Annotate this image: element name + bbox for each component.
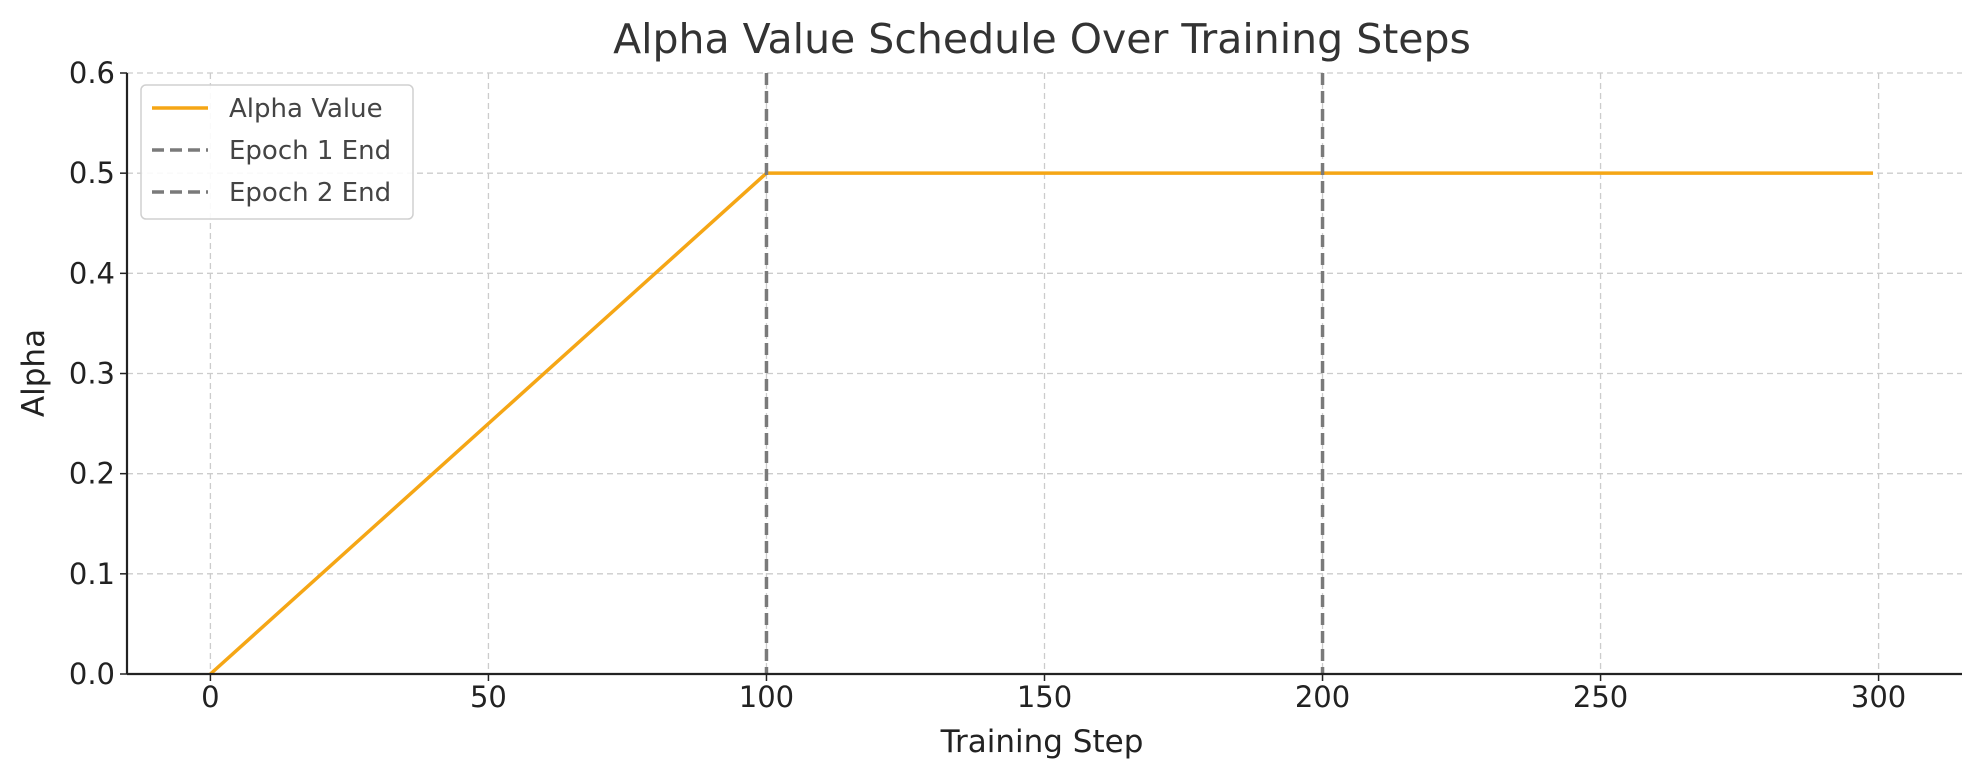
x-tick-label: 300	[1851, 680, 1906, 714]
y-tick-label: 0.2	[69, 457, 115, 491]
y-tick-label: 0.6	[69, 56, 115, 90]
y-tick-label: 0.5	[69, 156, 115, 190]
y-tick-label: 0.4	[69, 256, 115, 290]
series-line-alpha-value	[209, 171, 1874, 676]
legend-label-alpha-value: Alpha Value	[229, 94, 383, 124]
y-tick-label: 0.3	[69, 357, 115, 391]
x-tick-label: 250	[1573, 680, 1628, 714]
x-tick-label: 0	[201, 680, 219, 714]
y-tick-label: 0.1	[69, 557, 115, 591]
x-tick-label: 200	[1295, 680, 1350, 714]
y-ticks: 0.0 0.1 0.2 0.3 0.4 0.5 0.6	[69, 56, 127, 691]
x-tick-label: 100	[739, 680, 794, 714]
x-tick-label: 50	[470, 680, 507, 714]
series-layer	[209, 73, 1874, 676]
legend: Alpha Value Epoch 1 End Epoch 2 End	[140, 84, 414, 220]
legend-label-epoch-1-end: Epoch 1 End	[229, 136, 391, 166]
legend-frame	[140, 84, 414, 220]
x-ticks: 0 50 100 150 200 250 300	[201, 674, 1906, 714]
y-tick-label: 0.0	[69, 657, 115, 691]
chart-title: Alpha Value Schedule Over Training Steps	[613, 15, 1471, 63]
y-axis-label: Alpha	[16, 329, 52, 417]
legend-label-epoch-2-end: Epoch 2 End	[229, 178, 391, 208]
x-tick-label: 150	[1017, 680, 1072, 714]
x-axis-label: Training Step	[940, 724, 1144, 760]
